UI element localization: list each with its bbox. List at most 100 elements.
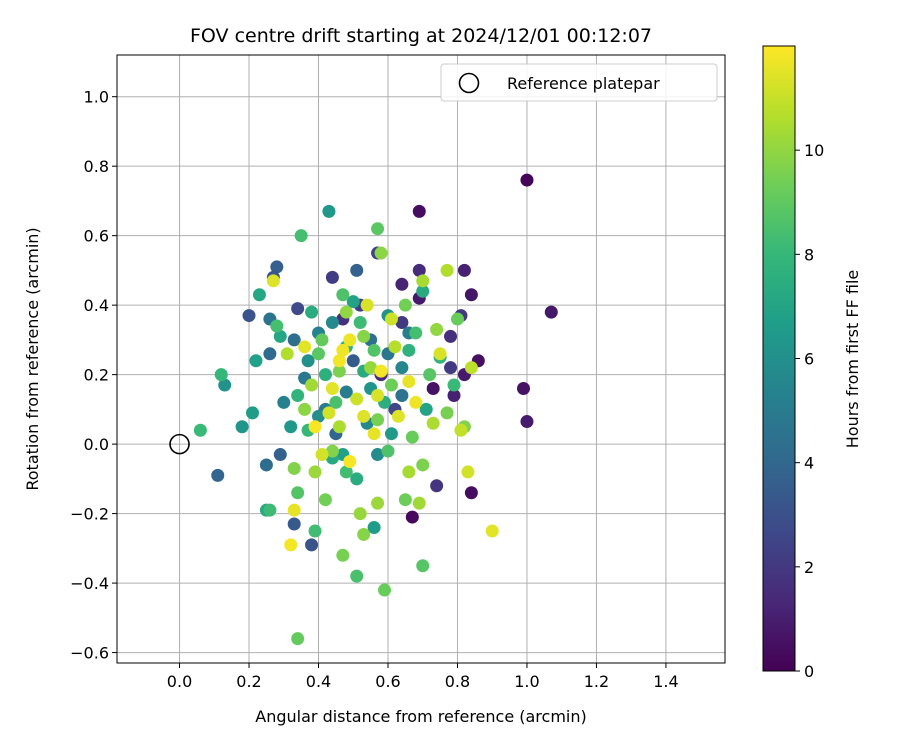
data-point xyxy=(332,354,346,368)
data-point xyxy=(402,465,416,479)
colorbar: 0 2 4 6 8 10 Hours from first FF file xyxy=(762,45,862,681)
data-point xyxy=(308,465,322,479)
data-point xyxy=(325,444,339,458)
colorbar-tick-label: 10 xyxy=(804,141,824,160)
data-point xyxy=(346,295,360,309)
data-point xyxy=(291,388,305,402)
data-point xyxy=(405,510,419,524)
colorbar-tick-label: 0 xyxy=(804,662,814,681)
data-point xyxy=(416,274,430,288)
data-point xyxy=(416,458,430,472)
data-point xyxy=(461,465,475,479)
data-point xyxy=(520,415,534,429)
x-axis-ticks: 0.0 0.2 0.4 0.6 0.8 1.0 1.2 1.4 xyxy=(167,663,679,691)
legend-reference-label: Reference platepar xyxy=(507,74,660,93)
data-point xyxy=(193,423,207,437)
data-point xyxy=(367,521,381,535)
data-point xyxy=(384,312,398,326)
data-point xyxy=(416,284,430,298)
colorbar-tick-label: 4 xyxy=(804,454,814,473)
data-point xyxy=(402,375,416,389)
data-point xyxy=(214,368,228,382)
data-point xyxy=(336,548,350,562)
data-point xyxy=(395,361,409,375)
data-point xyxy=(433,347,447,361)
data-point xyxy=(412,204,426,218)
colorbar-label: Hours from first FF file xyxy=(843,270,862,449)
x-tick-label: 0.0 xyxy=(167,672,192,691)
y-axis-label: Rotation from reference (arcmin) xyxy=(23,227,42,490)
data-point xyxy=(294,229,308,243)
data-point xyxy=(384,378,398,392)
data-point xyxy=(426,416,440,430)
data-point xyxy=(360,298,374,312)
data-point xyxy=(298,402,312,416)
data-point xyxy=(353,507,367,521)
data-point xyxy=(343,333,357,347)
data-point xyxy=(357,527,371,541)
y-tick-label: 0.2 xyxy=(84,366,109,385)
data-point xyxy=(426,382,440,396)
chart-title: FOV centre drift starting at 2024/12/01 … xyxy=(190,25,652,47)
data-point xyxy=(395,277,409,291)
x-tick-label: 1.0 xyxy=(514,672,539,691)
data-point xyxy=(318,368,332,382)
data-point xyxy=(447,378,461,392)
data-point xyxy=(374,364,388,378)
data-point xyxy=(350,569,364,583)
data-point xyxy=(287,333,301,347)
data-point xyxy=(419,402,433,416)
data-point xyxy=(277,395,291,409)
data-point xyxy=(398,493,412,507)
data-point xyxy=(287,461,301,475)
data-point xyxy=(263,347,277,361)
data-point xyxy=(464,288,478,302)
data-point xyxy=(318,493,332,507)
data-point xyxy=(391,409,405,423)
data-point xyxy=(273,329,287,343)
data-point xyxy=(305,538,319,552)
data-point xyxy=(516,382,530,396)
data-point xyxy=(423,368,437,382)
data-point xyxy=(371,413,385,427)
data-point xyxy=(343,454,357,468)
data-point xyxy=(270,319,284,333)
data-point xyxy=(291,632,305,646)
x-tick-label: 1.2 xyxy=(584,672,609,691)
data-point xyxy=(350,392,364,406)
y-tick-label: −0.6 xyxy=(70,644,109,663)
data-point xyxy=(263,503,277,517)
data-point xyxy=(287,517,301,531)
data-point xyxy=(325,382,339,396)
plot-area xyxy=(116,54,726,664)
data-point xyxy=(235,420,249,434)
data-point xyxy=(308,524,322,538)
data-point xyxy=(312,409,326,423)
data-point xyxy=(350,472,364,486)
legend: Reference platepar xyxy=(440,63,718,102)
data-point xyxy=(245,406,259,420)
reference-platepar-marker xyxy=(169,433,190,455)
data-point xyxy=(444,361,458,375)
data-point xyxy=(454,423,468,437)
data-point xyxy=(440,406,454,420)
data-point xyxy=(371,448,385,462)
data-point xyxy=(325,316,339,330)
data-point xyxy=(395,316,409,330)
y-tick-label: 0.6 xyxy=(84,227,109,246)
data-point xyxy=(371,222,385,236)
data-point xyxy=(409,395,423,409)
x-tick-label: 0.8 xyxy=(445,672,470,691)
data-point xyxy=(457,263,471,277)
data-point xyxy=(329,395,343,409)
data-point xyxy=(242,309,256,323)
y-tick-label: −0.2 xyxy=(70,505,109,524)
data-point xyxy=(384,427,398,441)
data-point xyxy=(280,347,294,361)
colorbar-gradient xyxy=(762,45,796,672)
y-tick-label: 1.0 xyxy=(84,88,109,107)
data-point xyxy=(371,388,385,402)
data-point xyxy=(211,468,225,482)
data-point xyxy=(450,312,464,326)
data-point xyxy=(252,288,266,302)
